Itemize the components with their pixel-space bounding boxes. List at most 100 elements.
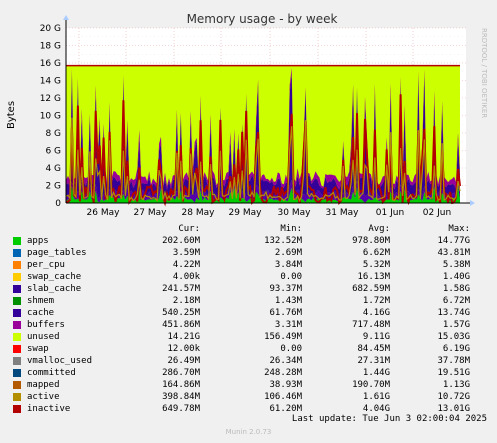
series-unused-area [66,65,460,203]
legend-avg-value: 6.62M [362,248,390,258]
legend-swatch [13,321,21,329]
legend-swatch [13,357,21,365]
legend-row: swap 12.00k 0.00 84.45M 6.19G [0,343,497,355]
legend-row: vmalloc_used 26.49M 26.34M 27.31M 37.78M [0,355,497,367]
legend-series-name: buffers [27,320,65,330]
legend-min-value: 93.37M [269,284,302,294]
legend-max-value: 1.57G [442,320,470,330]
legend-cur-value: 398.84M [162,392,200,402]
legend-series-name: cache [27,308,55,318]
legend-cur-value: 286.70M [162,368,200,378]
y-tick-label: 2 G [45,182,61,192]
x-tick-label: 26 May [87,208,121,218]
legend-max-value: 43.81M [437,248,470,258]
series-apps-area [66,186,460,203]
legend-min-value: 61.76M [269,308,302,318]
legend-avg-value: 9.11G [362,332,390,342]
legend-min-value: 156.49M [264,332,302,342]
legend-row: page_tables 3.59M 2.69M 6.62M 43.81M [0,247,497,259]
legend-avg-value: 190.70M [352,380,390,390]
legend-max-value: 10.72G [437,392,470,402]
y-tick-label: 0 [55,199,61,209]
legend-cur-value: 12.00k [167,344,200,354]
legend-avg-value: 1.72M [362,296,390,306]
legend-swatch [13,369,21,377]
legend-series-name: per_cpu [27,260,65,270]
legend-max-value: 6.72M [442,296,470,306]
legend-cur-value: 241.57M [162,284,200,294]
legend-max-value: 37.78M [437,356,470,366]
rrdtool-watermark: RRDTOOL / TOBI OETIKER [480,28,488,118]
legend-series-name: inactive [27,404,71,414]
legend-cur-value: 451.86M [162,320,200,330]
y-tick-label: 18 G [40,42,61,52]
legend-min-value: 26.34M [269,356,302,366]
legend-row: slab_cache 241.57M 93.37M 682.59M 1.58G [0,283,497,295]
legend-swatch [13,309,21,317]
legend-swatch [13,393,21,401]
legend-max-value: 1.58G [442,284,470,294]
legend-max-value: 19.51G [437,368,470,378]
y-tick-label: 16 G [40,59,61,69]
y-tick-label: 12 G [40,94,61,104]
legend-max-value: 14.77G [437,236,470,246]
legend-cur-value: 26.49M [167,356,200,366]
legend-series-name: mapped [27,380,60,390]
legend-avg-value: 1.44G [362,368,390,378]
y-tick-label: 10 G [40,112,61,122]
legend-max-value: 6.19G [442,344,470,354]
legend-swatch [13,333,21,341]
legend-min-value: 61.20M [269,404,302,414]
legend-header-min: Min: [280,224,302,234]
legend-row: unused 14.21G 156.49M 9.11G 15.03G [0,331,497,343]
legend-min-value: 248.28M [264,368,302,378]
chart-title: Memory usage - by week [187,12,338,26]
legend-row: per_cpu 4.22M 3.84M 5.32M 5.38M [0,259,497,271]
legend-row: cache 540.25M 61.76M 4.16G 13.74G [0,307,497,319]
legend-cur-value: 649.78M [162,404,200,414]
x-tick-label: 02 Jun [423,208,451,218]
x-tick-label: 31 May [326,208,360,218]
legend-avg-value: 1.61G [362,392,390,402]
legend-header-max: Max: [448,224,470,234]
legend-swatch [13,405,21,413]
legend-row: committed 286.70M 248.28M 1.44G 19.51G [0,367,497,379]
legend-cur-value: 164.86M [162,380,200,390]
axes: 0 2 G 4 G 6 G 8 G 10 G 12 G 14 G 16 G 18 G 20 G 26 … [40,15,475,218]
legend-min-value: 3.31M [274,320,302,330]
y-tick-label: 6 G [45,147,61,157]
legend-min-value: 2.69M [274,248,302,258]
legend-min-value: 38.93M [269,380,302,390]
series-slab_cache-area [66,179,460,203]
y-tick-label: 8 G [45,129,61,139]
legend-cur-value: 202.60M [162,236,200,246]
legend-min-value: 3.84M [274,260,302,270]
legend-cur-value: 2.18M [172,296,200,306]
x-tick-label: 29 May [229,208,263,218]
legend-min-value: 0.00 [280,272,302,282]
legend-swatch [13,345,21,353]
legend-max-value: 5.38M [442,260,470,270]
legend-cur-value: 540.25M [162,308,200,318]
legend-series-name: shmem [27,296,55,306]
last-update: Last update: Tue Jun 3 02:00:04 2025 [291,414,487,424]
legend-series-name: active [27,392,60,402]
legend-series-name: slab_cache [27,284,82,294]
legend-series-name: committed [27,368,76,378]
legend-row: inactive 649.78M 61.20M 4.04G 13.01G [0,403,497,415]
legend-avg-value: 84.45M [357,344,390,354]
legend-cur-value: 14.21G [167,332,200,342]
legend-min-value: 132.52M [264,236,302,246]
y-tick-label: 20 G [40,24,61,34]
legend-max-value: 1.13G [442,380,470,390]
legend-cur-value: 4.22M [172,260,200,270]
legend-series-name: page_tables [27,248,87,258]
legend-max-value: 15.03G [437,332,470,342]
stacked-areas [65,64,461,207]
legend-swatch [13,273,21,281]
legend-row: swap_cache 4.00k 0.00 16.13M 1.40G [0,271,497,283]
legend-avg-value: 978.80M [352,236,390,246]
legend-row: buffers 451.86M 3.31M 717.48M 1.57G [0,319,497,331]
legend-avg-value: 682.59M [352,284,390,294]
legend-avg-value: 717.48M [352,320,390,330]
